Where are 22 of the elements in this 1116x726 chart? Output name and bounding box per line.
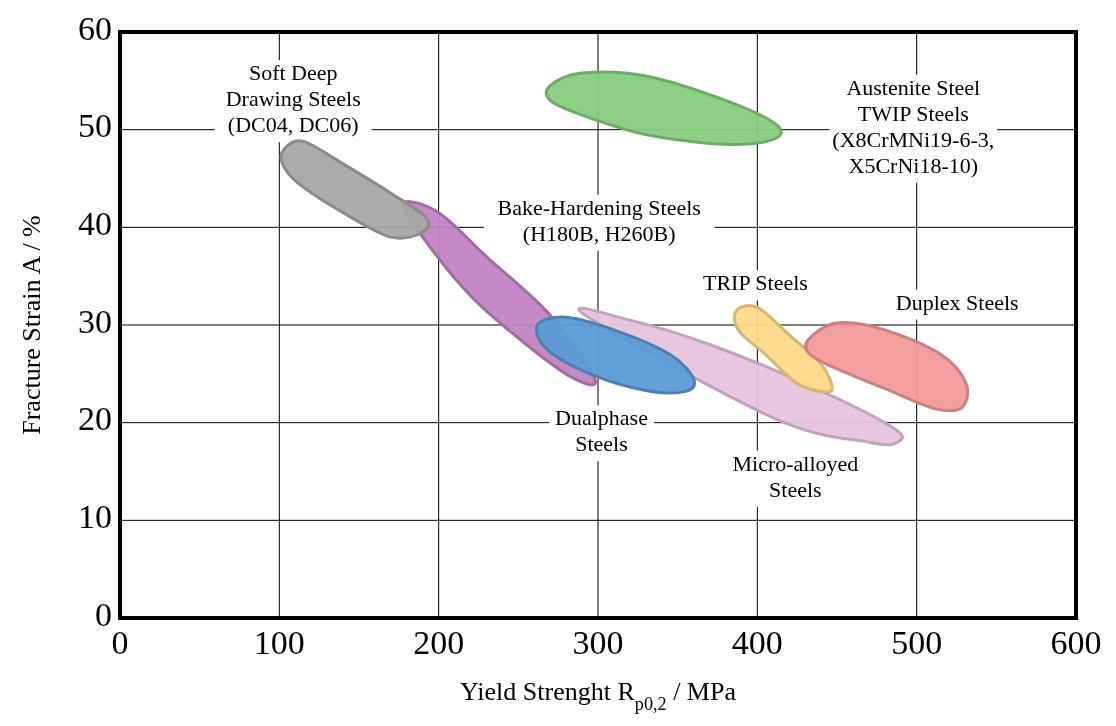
y-tick-label: 40 bbox=[78, 205, 112, 243]
series-label: TRIP Steels bbox=[702, 270, 808, 296]
y-tick-label: 10 bbox=[78, 498, 112, 536]
x-tick-label: 500 bbox=[891, 624, 943, 661]
x-tick-label: 200 bbox=[413, 624, 465, 661]
series-label: Bake-Hardening Steels (H180B, H260B) bbox=[497, 194, 701, 246]
series-label: Dualphase Steels bbox=[555, 405, 648, 457]
series-label: Soft Deep Drawing Steels (DC04, DC06) bbox=[225, 60, 361, 138]
x-tick-label: 100 bbox=[253, 624, 305, 661]
x-tick-label: 600 bbox=[1050, 624, 1102, 661]
y-axis-title: Fracture Strain A / % bbox=[17, 215, 46, 435]
y-tick-label: 60 bbox=[78, 9, 112, 47]
y-tick-label: 30 bbox=[78, 302, 112, 340]
text: Austenite Steel TWIP Steels (X8CrMNi19-6-3, X5CrNi18-10) bbox=[832, 74, 995, 178]
y-tick-label: 50 bbox=[78, 107, 112, 145]
x-axis-title: Yield Strenght R$_{p0,2}$ / MPa bbox=[460, 677, 737, 714]
x-tick-label: 300 bbox=[572, 624, 624, 661]
series-label: Micro-alloyed Steels bbox=[732, 450, 859, 502]
series-label: Duplex Steels bbox=[895, 289, 1019, 315]
y-tick-label: 0 bbox=[95, 595, 112, 633]
y-tick-label: 20 bbox=[78, 400, 112, 438]
x-tick-label: 400 bbox=[731, 624, 783, 661]
